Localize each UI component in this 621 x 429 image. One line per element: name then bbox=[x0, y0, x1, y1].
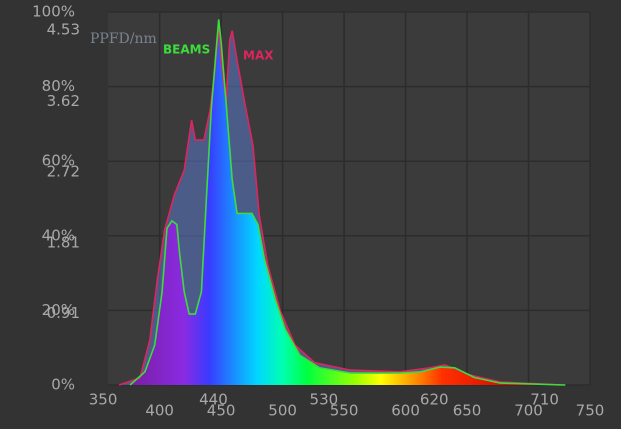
y2-tick-label: 1.81 bbox=[47, 234, 80, 252]
legend-label: BEAMS bbox=[163, 43, 210, 57]
x-tick-label: 600 bbox=[391, 402, 420, 420]
y-tick-label: 80% bbox=[42, 77, 75, 95]
x2-tick-label: 620 bbox=[420, 391, 449, 409]
legend-label: MAX bbox=[243, 49, 274, 63]
x-tick-label: 550 bbox=[330, 402, 359, 420]
y-tick-label: 40% bbox=[42, 226, 75, 244]
x2-tick-label: 440 bbox=[199, 391, 228, 409]
y2-tick-label: 0.91 bbox=[47, 304, 80, 322]
series-line bbox=[129, 19, 566, 386]
x2-tick-label: 710 bbox=[530, 391, 559, 409]
x-tick-label: 650 bbox=[453, 402, 482, 420]
x2-tick-label: 350 bbox=[89, 391, 118, 409]
y-axis-label: PPFD/nm bbox=[90, 31, 157, 47]
series-line bbox=[118, 25, 561, 386]
x-tick-label: 450 bbox=[207, 402, 236, 420]
y2-tick-label: 4.53 bbox=[47, 21, 80, 39]
x-tick-label: 700 bbox=[514, 402, 543, 420]
x-tick-label: 750 bbox=[576, 402, 605, 420]
y-tick-label: 60% bbox=[42, 152, 75, 170]
y-tick-label: 0% bbox=[51, 376, 75, 394]
y2-tick-label: 3.62 bbox=[47, 92, 80, 110]
x2-tick-label: 530 bbox=[310, 391, 339, 409]
y-tick-label: 20% bbox=[42, 301, 75, 319]
y-tick-label: 100% bbox=[32, 3, 75, 21]
y2-tick-label: 2.72 bbox=[47, 162, 80, 180]
series-area bbox=[130, 19, 566, 385]
x-tick-label: 400 bbox=[145, 402, 174, 420]
x-tick-label: 500 bbox=[268, 402, 297, 420]
